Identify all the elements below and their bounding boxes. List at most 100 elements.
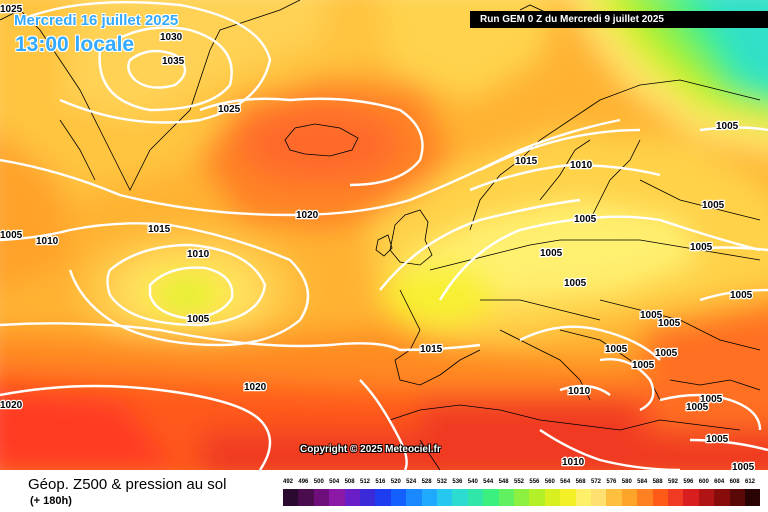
isobar-label: 1010	[570, 160, 593, 171]
scale-tick-label: 512	[359, 479, 370, 485]
isobar-label: 1020	[0, 400, 23, 411]
scale-tick-label: 552	[513, 479, 524, 485]
scale-color-cell	[637, 489, 653, 506]
scale-color-cell	[406, 489, 422, 506]
scale-tick-label: 572	[590, 479, 601, 485]
scale-tick-label: 588	[652, 479, 663, 485]
scale-color-cell	[344, 489, 360, 506]
isobar-label: 1005	[690, 242, 713, 253]
scale-tick-label: 544	[483, 479, 494, 485]
isobar-label: 1005	[574, 214, 597, 225]
scale-tick-label: 508	[344, 479, 355, 485]
isobar-label: 1030	[160, 32, 183, 43]
scale-color-cell	[683, 489, 699, 506]
scale-color-cell	[421, 489, 437, 506]
scale-color-cell	[437, 489, 453, 506]
scale-tick-label: 564	[560, 479, 571, 485]
scale-tick-label: 520	[390, 479, 401, 485]
isobar-label: 1005	[686, 402, 709, 413]
scale-color-cell	[729, 489, 745, 506]
isobar-label: 1005	[730, 290, 753, 301]
isobar-label: 1005	[564, 278, 587, 289]
scale-color-cell	[745, 489, 761, 506]
scale-color-cell	[698, 489, 715, 506]
isobar-labels: 1025 1030 1035 1025 1020 1015 1010 1005 …	[0, 3, 756, 470]
scale-tick-label: 540	[467, 479, 478, 485]
scale-color-cell	[668, 489, 684, 506]
map-title: Géop. Z500 & pression au sol	[28, 476, 227, 493]
isobar-label: 1020	[296, 210, 319, 221]
scale-color-cell	[483, 489, 499, 506]
forecast-date: Mercredi 16 juillet 2025	[14, 12, 179, 29]
isobar-label: 1025	[218, 104, 241, 115]
scale-color-cell	[591, 489, 607, 506]
isobar-label: 1005	[702, 200, 725, 211]
scale-color-cell	[375, 489, 391, 506]
scale-tick-label: 500	[313, 479, 324, 485]
isobar-label: 1005	[632, 360, 655, 371]
scale-tick-label: 568	[575, 479, 586, 485]
scale-tick-label: 556	[529, 479, 540, 485]
coastlines	[0, 0, 761, 470]
scale-color-cell	[560, 489, 576, 506]
isobar-label: 1005	[540, 248, 563, 259]
geopotential-map: 1025 1030 1035 1025 1020 1015 1010 1005 …	[0, 0, 768, 470]
scale-color-cell	[498, 489, 514, 506]
scale-tick-label: 504	[329, 479, 340, 485]
scale-color-cell	[313, 489, 330, 506]
isobar-label: 1010	[568, 386, 591, 397]
scale-color-cell	[529, 489, 545, 506]
isobar-label: 1005	[0, 230, 23, 241]
isobar-label: 1005	[716, 121, 739, 132]
scale-tick-label: 600	[698, 479, 709, 485]
scale-tick-label: 608	[729, 479, 740, 485]
geopotential-field	[0, 0, 768, 470]
isobar-label: 1005	[605, 344, 628, 355]
scale-color-cell	[452, 489, 468, 506]
scale-color-cell	[606, 489, 622, 506]
isobar-label: 1015	[420, 344, 443, 355]
isobar-label: 1025	[0, 4, 23, 15]
isobar-label: 1010	[187, 249, 210, 260]
isobar-label: 1010	[562, 457, 585, 468]
scale-tick-label: 584	[637, 479, 648, 485]
scale-tick-label: 596	[683, 479, 694, 485]
scale-tick-label: 548	[498, 479, 509, 485]
scale-tick-label: 580	[621, 479, 632, 485]
scale-color-cell	[544, 489, 561, 506]
scale-color-cell	[360, 489, 376, 506]
isobar-label: 1005	[655, 348, 678, 359]
forecast-lead-time: (+ 180h)	[30, 495, 72, 507]
isobar-label: 1005	[640, 310, 663, 321]
scale-tick-label: 536	[452, 479, 463, 485]
isobars	[0, 0, 768, 470]
scale-tick-label: 604	[714, 479, 725, 485]
scale-color-cell	[467, 489, 484, 506]
scale-color-cell	[298, 489, 314, 506]
scale-color-cell	[575, 489, 591, 506]
isobar-label: 1020	[244, 382, 267, 393]
scale-tick-label: 612	[744, 479, 755, 485]
isobar-label: 1005	[706, 434, 729, 445]
scale-color-cell	[390, 489, 407, 506]
model-run-banner: Run GEM 0 Z du Mercredi 9 juillet 2025	[470, 11, 768, 28]
isobar-label: 1035	[162, 56, 185, 67]
copyright-notice: Copyright © 2025 Meteociel.fr	[300, 444, 441, 455]
scale-tick-label: 532	[436, 479, 447, 485]
color-scale: 492 496 500 504 508 512 516 520 524 528 532 536 540 5…	[281, 479, 761, 509]
map-area: 1025 1030 1035 1025 1020 1015 1010 1005 …	[0, 0, 768, 470]
scale-tick-label: 496	[298, 479, 309, 485]
isobar-label: 1010	[36, 236, 59, 247]
isobar-label: 1005	[658, 318, 681, 329]
isobar-label: 1015	[515, 156, 538, 167]
scale-color-cell	[652, 489, 668, 506]
forecast-time: 13:00 locale	[15, 33, 135, 56]
scale-tick-label: 524	[406, 479, 417, 485]
isobar-label: 1005	[700, 394, 723, 405]
scale-tick-label: 560	[544, 479, 555, 485]
scale-tick-label: 576	[606, 479, 617, 485]
scale-color-cell	[621, 489, 638, 506]
isobar-label: 1015	[148, 224, 171, 235]
scale-color-cell	[714, 489, 730, 506]
scale-color-cell	[329, 489, 345, 506]
